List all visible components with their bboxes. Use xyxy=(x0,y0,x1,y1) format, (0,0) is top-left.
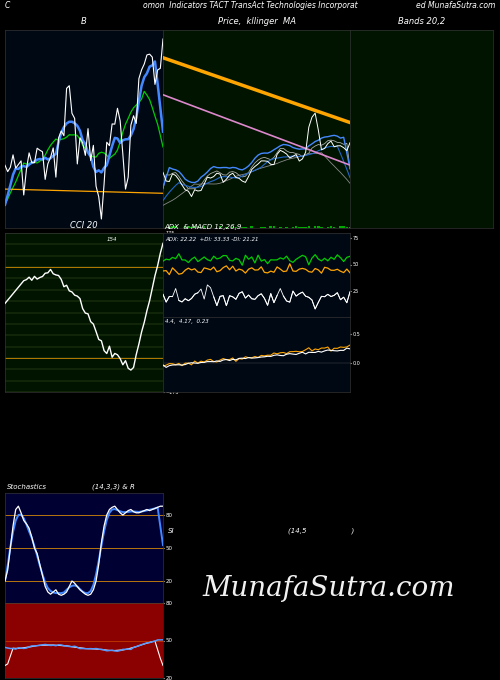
Bar xyxy=(203,226,205,228)
Bar xyxy=(241,227,244,228)
Bar xyxy=(346,227,348,228)
Bar xyxy=(168,226,170,228)
Bar xyxy=(270,226,272,228)
Text: SI: SI xyxy=(168,528,174,534)
Bar xyxy=(348,226,352,228)
Text: ADX: 22.22  +DI: 33.33 -DI: 21.21: ADX: 22.22 +DI: 33.33 -DI: 21.21 xyxy=(165,237,258,242)
Bar xyxy=(174,226,177,228)
Bar xyxy=(301,226,304,228)
Text: (14,3,3) & R: (14,3,3) & R xyxy=(92,483,135,490)
Text: Bands 20,2: Bands 20,2 xyxy=(398,17,445,26)
Bar xyxy=(272,226,275,228)
Bar xyxy=(219,226,222,228)
Bar xyxy=(200,226,202,228)
Bar xyxy=(190,227,193,228)
Bar xyxy=(333,226,336,228)
Text: Stochastics: Stochastics xyxy=(6,483,46,490)
Bar xyxy=(286,227,288,228)
Bar xyxy=(339,226,342,228)
Bar xyxy=(194,226,196,228)
Bar xyxy=(196,226,199,228)
Bar xyxy=(171,226,174,228)
Text: B: B xyxy=(81,17,87,26)
Bar xyxy=(232,227,234,228)
Text: 154: 154 xyxy=(107,237,118,241)
Text: 4.4,  4.17,  0.23: 4.4, 4.17, 0.23 xyxy=(165,319,208,324)
Bar xyxy=(326,226,329,228)
Bar xyxy=(225,226,228,228)
Bar xyxy=(342,226,345,228)
Bar xyxy=(304,226,307,228)
Bar xyxy=(234,227,237,228)
Bar xyxy=(317,226,320,228)
Bar xyxy=(250,226,253,228)
Text: MunafaSutra.com: MunafaSutra.com xyxy=(202,575,456,602)
Text: Price,  kllinger  MA: Price, kllinger MA xyxy=(218,17,296,26)
Text: omon  Indicators TACT TransAct Technologies Incorporat: omon Indicators TACT TransAct Technologi… xyxy=(142,1,358,10)
Bar xyxy=(244,227,246,228)
Bar xyxy=(292,227,294,228)
Bar xyxy=(187,226,190,228)
Text: ADX  & MACD 12,26,9: ADX & MACD 12,26,9 xyxy=(165,224,242,230)
Bar xyxy=(295,226,298,228)
Text: (14,5                    ): (14,5 ) xyxy=(288,528,354,534)
Bar xyxy=(320,226,322,228)
Text: CCI 20: CCI 20 xyxy=(70,221,98,230)
Bar xyxy=(184,226,186,228)
Bar xyxy=(308,226,310,228)
Bar xyxy=(298,227,300,228)
Bar xyxy=(330,226,332,228)
Bar xyxy=(263,227,266,228)
Bar xyxy=(260,227,262,228)
Text: C: C xyxy=(5,1,10,10)
Bar xyxy=(314,226,316,228)
Text: ed MunafaSutra.com: ed MunafaSutra.com xyxy=(416,1,495,10)
Bar xyxy=(279,227,281,228)
